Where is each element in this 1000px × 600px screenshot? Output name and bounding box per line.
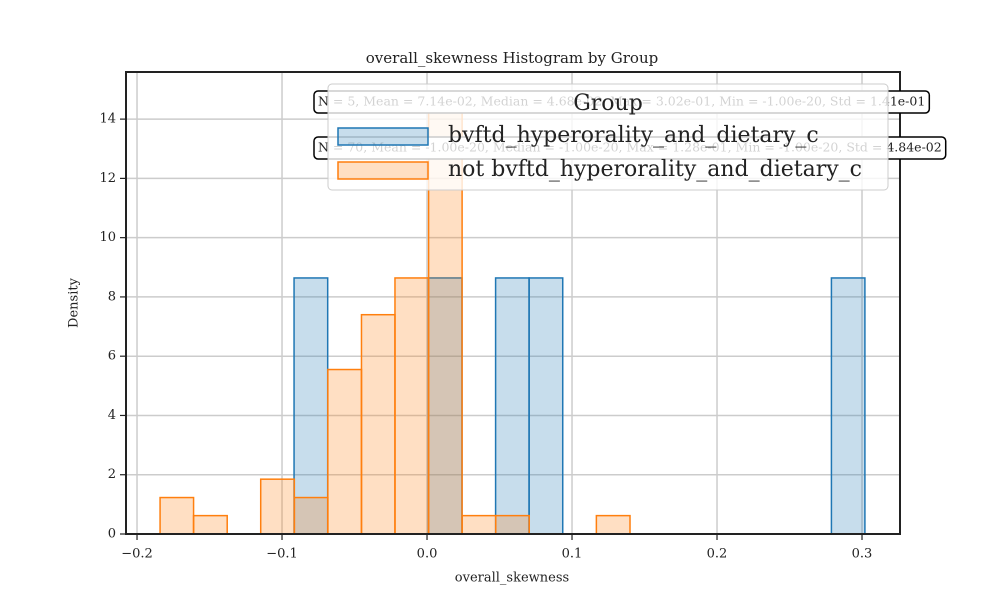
histogram-bar [528,277,564,535]
y-tick-label: 2 [108,467,116,482]
histogram-bar [494,277,530,535]
histogram-bar [293,496,329,535]
chart-title: overall_skewness Histogram by Group [366,49,658,67]
x-tick-label: 0.1 [562,547,583,562]
legend-swatch [337,161,429,180]
legend: Group bvftd_hyperorality_and_dietary_cnot… [327,83,889,191]
x-tick-label: 0.0 [417,547,438,562]
legend-box [327,83,889,191]
x-tick-label: −0.1 [266,547,298,562]
histogram-bar [595,514,631,535]
y-tick-label: 0 [108,527,116,542]
legend-title: Group [573,91,643,116]
histogram-bar [327,368,363,535]
histogram-bar [259,478,296,535]
y-axis-label: Density [67,277,82,328]
histogram-bar [192,514,228,535]
x-tick-label: 0.3 [852,547,873,562]
y-tick-label: 14 [99,112,116,127]
histogram-bar [461,514,497,535]
y-tick-label: 10 [99,230,116,245]
legend-label: not bvftd_hyperorality_and_dietary_c [448,157,862,182]
legend-swatch [337,127,429,146]
x-tick-label: −0.2 [121,547,153,562]
histogram-bar [360,313,396,535]
x-tick-label: 0.2 [707,547,728,562]
plot-frame [125,71,901,535]
histogram-bar [293,277,329,535]
histogram-bar [830,277,866,535]
y-tick-label: 6 [108,349,116,364]
histogram-bar [427,277,463,535]
legend-label: bvftd_hyperorality_and_dietary_c [448,123,819,148]
histogram-bar [394,277,430,535]
y-tick-label: 12 [99,171,116,186]
histogram-bar [159,496,195,535]
y-tick-label: 8 [108,289,116,304]
y-tick-label: 4 [108,408,116,423]
x-axis-label: overall_skewness [455,571,569,586]
histogram-bar [494,514,530,535]
